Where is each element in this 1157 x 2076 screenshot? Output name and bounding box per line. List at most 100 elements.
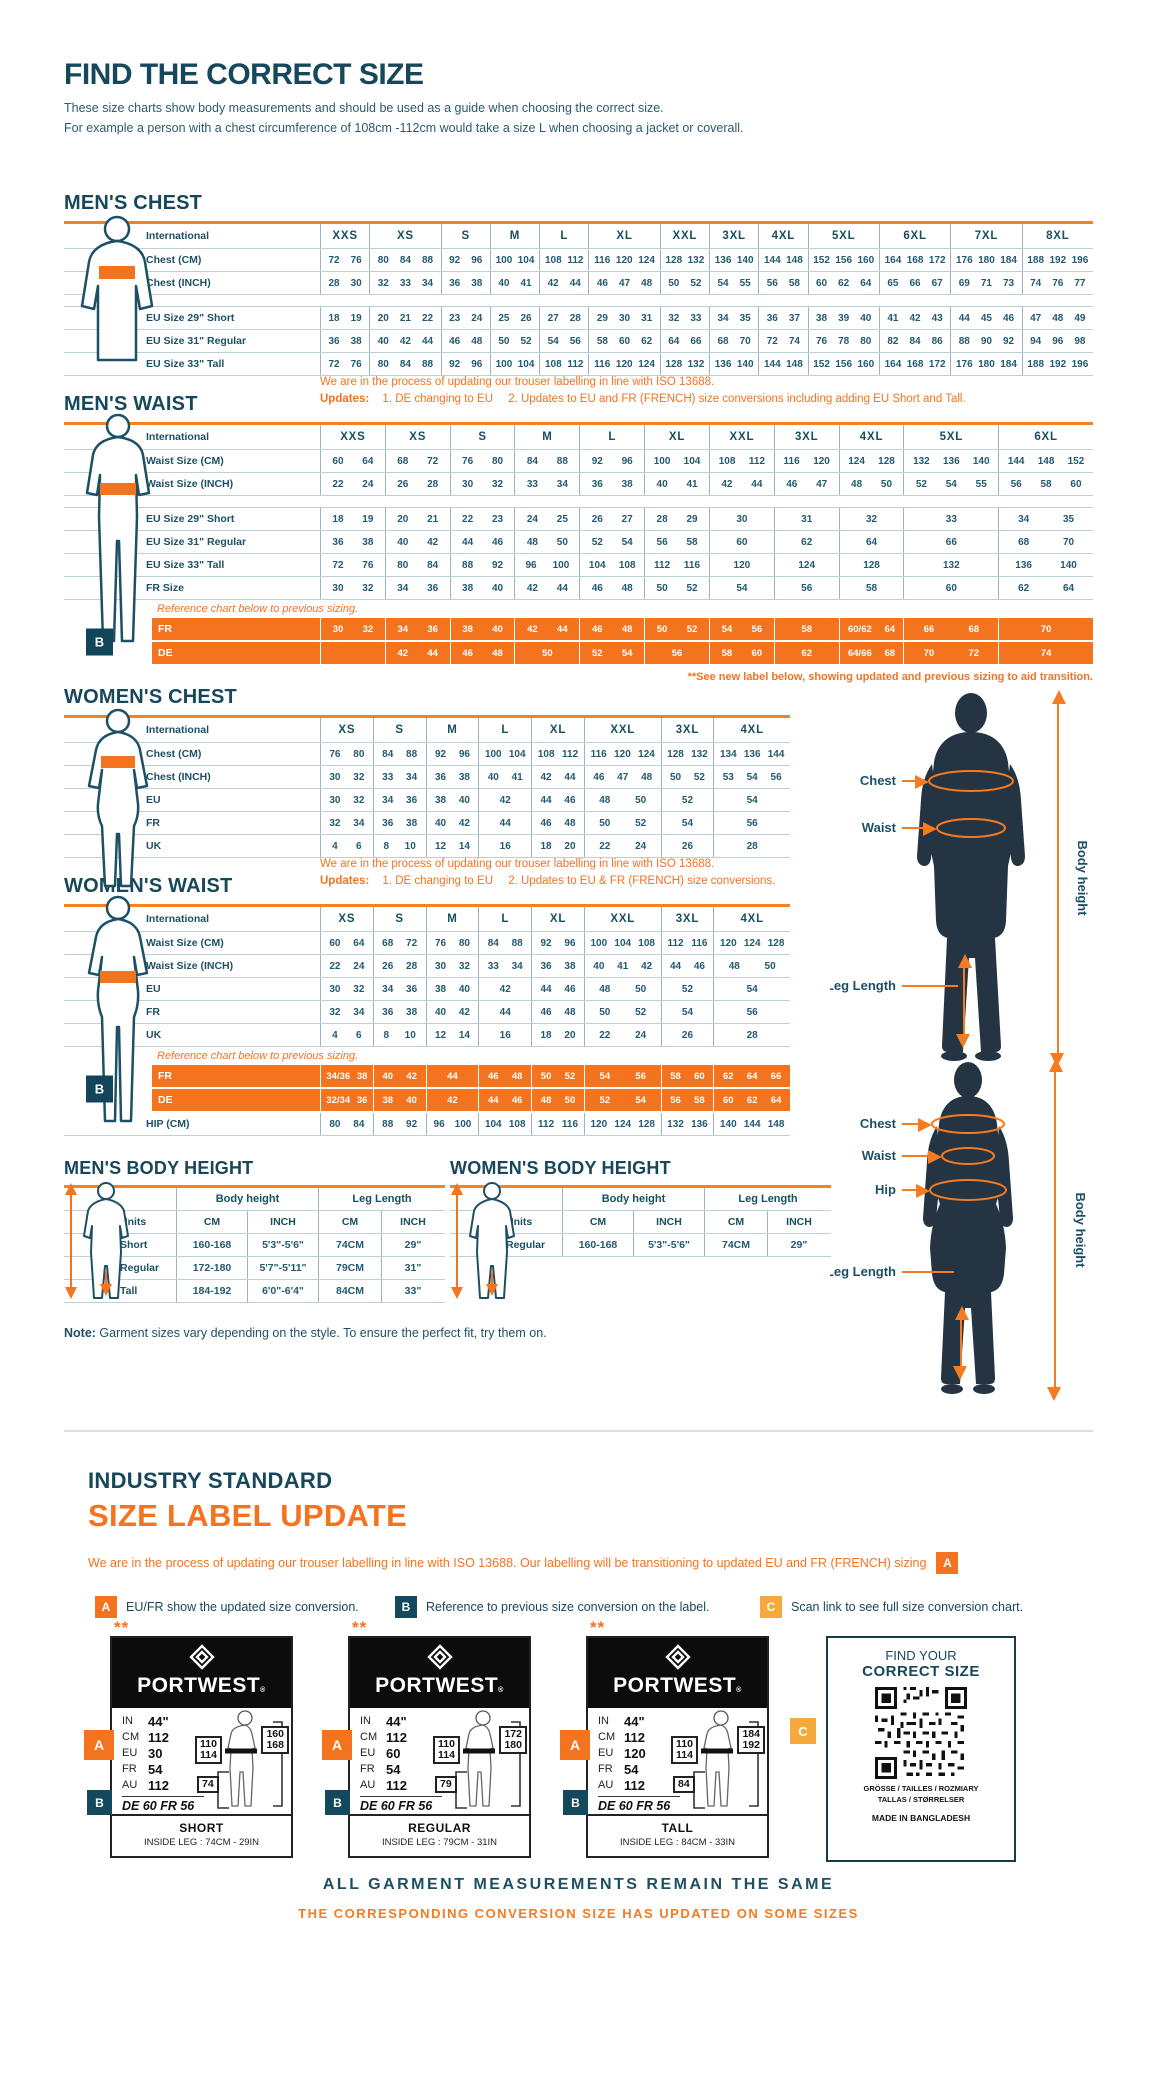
table-cell: 27 28: [539, 307, 588, 329]
table-cell: 50 52: [531, 1065, 584, 1087]
table-cell: 22 24: [320, 473, 385, 495]
row-label: International: [146, 913, 210, 925]
table-cell: 40 41: [644, 473, 709, 495]
table-cell: 116 120: [773, 450, 839, 472]
table-row: Chest (INCH) 30 32 33 34 36 38 40 41 42 44 46 47 48 50…: [64, 766, 790, 789]
table-cell: 112 116: [644, 554, 709, 576]
table-cell: 136 140: [709, 353, 758, 375]
table-row: International XXS XS S M L XL XXL 3XL 4XL 5XL 6XL: [64, 425, 1093, 450]
portwest-logo: PORTWEST®: [112, 1638, 291, 1708]
leg-measure-box: 79: [435, 1776, 457, 1794]
table-cell: 152 156 160: [807, 249, 879, 271]
table-row: EU Size 33" Tall 72 76 80 84 88 92 96 100 104 108 1…: [64, 353, 1093, 376]
table-cell: 72 76: [320, 353, 369, 375]
table-row: EU Size 31" Regular 36 38 40 42 44 46 48 50 52 54 5…: [64, 330, 1093, 353]
table-cell: XXL: [708, 425, 774, 449]
table-cell: 32/34 36: [320, 1089, 373, 1111]
table-cell: 32 34: [320, 1001, 373, 1023]
reference-note: Reference chart below to previous sizing…: [157, 1050, 359, 1062]
table-cell: 64/66 68: [838, 642, 904, 664]
table-cell: XXS: [320, 425, 385, 449]
portwest-diamond-icon: [426, 1644, 453, 1670]
page-header: FIND THE CORRECT SIZE These size charts …: [64, 58, 1093, 138]
table-cell: 72 76: [320, 554, 385, 576]
table-cell: 144 148 152: [998, 450, 1093, 472]
height-group-row: Body height Leg Length: [450, 1188, 831, 1211]
height-table-row: Tall 184-192 6'0"-6'4" 84CM 33": [64, 1280, 445, 1303]
previous-size-line: DE 60 FR 56: [598, 1796, 680, 1813]
legend-item: B Reference to previous size conversion …: [395, 1596, 710, 1618]
row-label: FR: [158, 623, 172, 635]
table-cell: 132 136: [660, 1113, 714, 1135]
table-cell: [320, 642, 385, 664]
table-cell: 134 136 144: [713, 743, 790, 765]
table-row: HIP (CM) 80 84 88 92 96 100 104 108 112 116 120 124 1…: [64, 1113, 790, 1136]
table-cell: XXS: [320, 224, 369, 248]
table-cell: 44 46: [531, 789, 584, 811]
table-cell: 80 84 88: [369, 249, 440, 271]
table-cell: 60: [903, 577, 998, 599]
table-cell: 50 52: [659, 272, 709, 294]
table-cell: 152 156 160: [807, 353, 879, 375]
table-cell: 46 48: [449, 642, 515, 664]
table-footnote: **See new label below, showing updated a…: [687, 671, 1093, 683]
womens-body-height-title: WOMEN'S BODY HEIGHT: [450, 1158, 671, 1178]
label-spec-row: CM 112: [360, 1729, 407, 1745]
table-cell: 144 148: [758, 353, 807, 375]
table-cell: 94 96 98: [1021, 330, 1093, 352]
table-cell: 84 88: [478, 932, 531, 954]
table-cell: 26 28: [372, 955, 426, 977]
table-cell: 32 33: [659, 307, 709, 329]
row-label: Waist Size (INCH): [146, 960, 234, 972]
table-cell: 58 60: [708, 642, 774, 664]
table-cell: XL: [644, 425, 709, 449]
qr-panel: C FIND YOUR CORRECT SIZE GRÖSSE / TAILLE…: [790, 1636, 1016, 1862]
table-cell: 58 60: [660, 1065, 714, 1087]
row-label: International: [146, 230, 210, 242]
table-cell: 96 100: [514, 554, 579, 576]
row-label: DE: [158, 647, 173, 659]
table-cell: 62: [773, 642, 839, 664]
table-cell: 36 38: [531, 955, 584, 977]
table-cell: 112 116: [660, 932, 714, 954]
table-cell: 42 44: [539, 272, 588, 294]
table-cell: XL: [588, 224, 659, 248]
row-label: Waist Size (CM): [146, 937, 224, 949]
table-cell: 84 88: [514, 450, 579, 472]
legend-text: Scan link to see full size conversion ch…: [791, 1600, 1024, 1614]
table-cell: 52 54: [583, 1089, 661, 1111]
table-cell: 30 32: [449, 473, 515, 495]
table-cell: 112 116: [531, 1113, 584, 1135]
table-cell: 76 80: [449, 450, 515, 472]
female-measurement-figure: Chest Waist Hip Leg Length Body height: [826, 1056, 1093, 1410]
table-cell: 4XL: [713, 907, 790, 931]
table-cell: 64 66: [659, 330, 709, 352]
row-label: EU Size 33" Tall: [146, 559, 225, 571]
table-cell: 54: [708, 577, 774, 599]
table-cell: 38 40: [372, 1089, 426, 1111]
table-cell: 124: [773, 554, 839, 576]
table-cell: 44 46: [660, 955, 714, 977]
label-spec-row: CM 112: [122, 1729, 169, 1745]
table-cell: 64: [838, 531, 904, 553]
updates-note: Updates: 1. DE changing to EU 2. Updates…: [320, 875, 776, 887]
table-row: EU 30 32 34 36 38 40 42 44 46 48 50 52 54: [64, 789, 790, 812]
table-cell: 40 42: [384, 531, 450, 553]
badge-a: A: [936, 1552, 959, 1574]
table-cell: 44 46: [531, 978, 584, 1000]
table-cell: 44: [425, 1065, 479, 1087]
table-row: UK 4 6 8 10 12 14 16 18 20 22 24 26 28: [64, 1024, 790, 1047]
table-cell: 48 50: [583, 978, 661, 1000]
legend-item: C Scan link to see full size conversion …: [760, 1596, 1023, 1618]
table-cell: 104 108: [478, 1113, 531, 1135]
table-cell: M: [425, 907, 479, 931]
intro-text: These size charts show body measurements…: [64, 98, 1093, 138]
label-spec-row: EU 60: [360, 1745, 401, 1761]
table-cell: XL: [531, 907, 584, 931]
table-cell: 5XL: [807, 224, 879, 248]
row-label: FR: [146, 817, 160, 829]
womens-body-height-table: Body height Leg Length Units CM INCH CM …: [450, 1182, 831, 1299]
portwest-diamond-icon: [664, 1644, 691, 1670]
table-cell: 62: [773, 531, 839, 553]
